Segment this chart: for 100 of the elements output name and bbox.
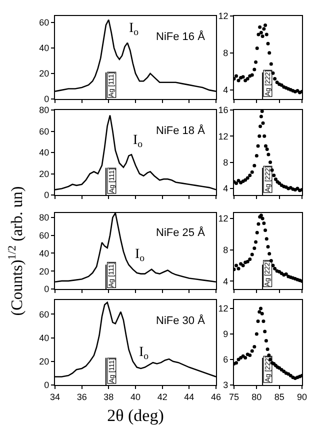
y-tick-label: 40 [39,248,50,258]
annotation: I$_{o}$ [139,345,149,362]
point [272,174,276,178]
point [254,60,258,64]
point [244,356,248,360]
annotation: I$_{o}$ [133,133,143,150]
y-tick-label: 80 [39,105,50,116]
point [269,62,273,66]
point [261,121,265,125]
point [239,356,243,360]
point [260,312,264,316]
point [252,164,256,168]
point [260,216,264,220]
point [236,266,240,270]
x-tick-label: 80 [252,392,262,402]
point [255,230,259,234]
y-tick-label: 4 [223,84,228,95]
x-tick-label: 42 [157,392,168,402]
x-axis-title: 2θ (deg) [107,406,164,426]
y-tick-label: 60 [39,309,50,320]
point [268,51,272,55]
point [286,372,290,376]
point [266,244,270,248]
point [273,266,277,270]
point [254,154,258,158]
y-tick-label: 0 [44,284,50,294]
point [256,222,260,226]
point [273,76,277,80]
point [252,246,256,250]
y-tick-label: 40 [39,332,50,343]
point [250,170,254,174]
point [264,228,268,232]
point [234,361,238,365]
x-tick-label: 46 [210,392,222,402]
point [262,134,266,138]
y-tick-label: 0 [44,190,50,200]
point [254,332,258,336]
annotation: I$_{o}$ [129,21,139,38]
point [250,252,254,256]
point [246,176,250,180]
annotation: NiFe 18 Å [156,124,206,137]
point [258,25,262,29]
point [246,76,250,80]
x-tick-label: 34 [50,392,60,402]
x-tick-label: 75 [228,392,240,402]
point [262,27,266,31]
y-tick-label: 9 [223,329,228,340]
y-tick-label: 20 [39,356,50,367]
point [266,42,270,46]
point [265,147,269,151]
point [234,181,238,185]
point [259,114,263,118]
point [241,264,245,268]
point [260,110,264,114]
point [268,160,272,164]
point [234,264,238,268]
y-tick-label: 4 [223,276,228,286]
point [266,348,270,352]
point [252,68,256,72]
y-tick-label: 60 [39,18,50,28]
y-tick-label: 12 [218,11,228,22]
point [260,34,264,38]
y-tick-label: 8 [223,48,228,58]
point [254,240,258,244]
point [266,152,270,156]
y-tick-label: 40 [39,148,50,158]
point [259,306,262,310]
point [248,174,252,178]
point [274,178,278,182]
x-tick-label: 90 [296,392,308,402]
annotation: NiFe 25 Å [156,226,206,239]
x-tick-label: 40 [130,392,141,402]
y-tick-label: 40 [39,43,50,54]
x-tick-label: 44 [184,392,194,402]
point [262,221,266,225]
point [264,237,268,241]
y-tick-label: 4 [223,184,228,194]
point [234,74,238,78]
annotation: I$_{o}$ [135,247,145,264]
point [244,178,248,182]
point [264,23,268,27]
y-tick-label: 8 [223,244,228,255]
point [263,330,267,334]
y-tick-label: 12 [218,131,228,142]
y-tick-label: 12 [218,304,228,314]
point [256,320,260,323]
point [252,345,256,348]
y-tick-label: 20 [39,266,50,276]
point [248,354,252,357]
point [248,257,252,261]
point [259,30,263,34]
x-tick-label: 85 [274,392,284,402]
point [250,349,254,353]
point [275,80,279,84]
point [256,32,260,36]
point [244,78,248,82]
x-tick-label: 38 [104,392,114,402]
y-tick-label: 0 [44,380,50,390]
point [256,144,260,148]
y-tick-label: 80 [39,212,50,223]
